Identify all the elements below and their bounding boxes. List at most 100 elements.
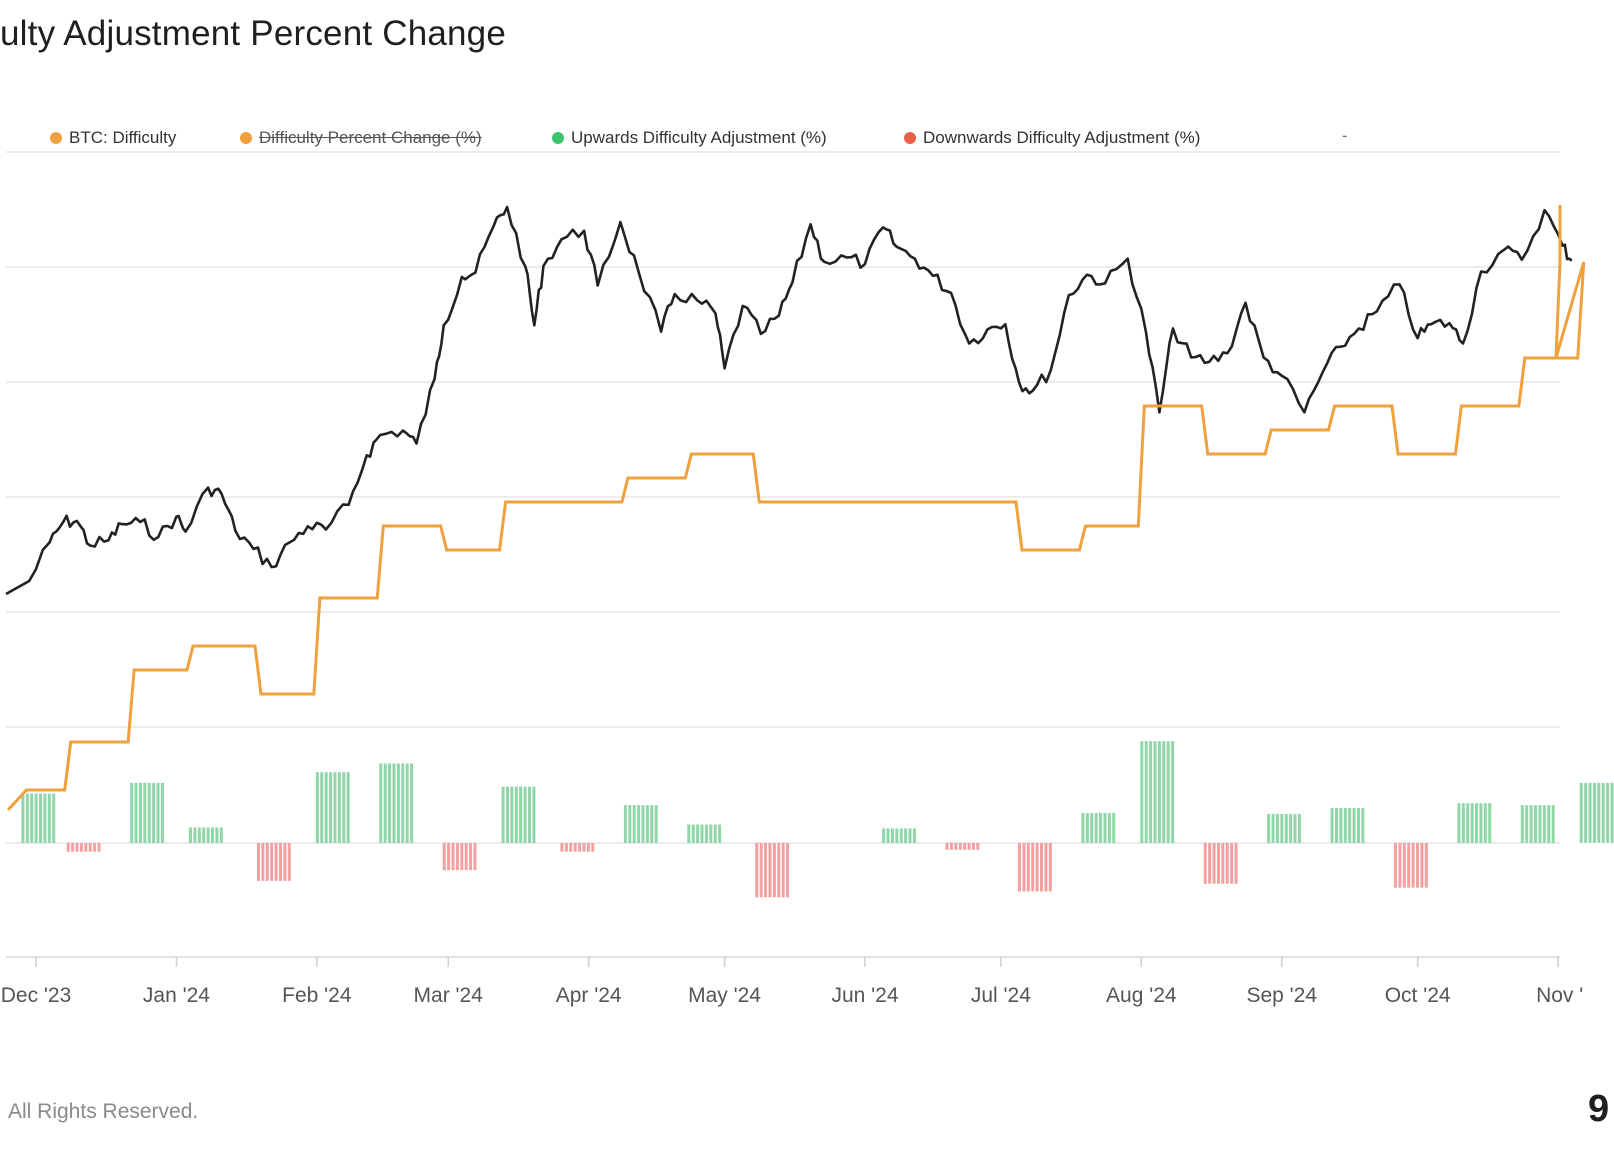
bar-stripe — [523, 786, 527, 843]
downward-adjustment-bar[interactable] — [1018, 843, 1052, 892]
downward-adjustment-bar[interactable] — [560, 843, 595, 852]
downward-adjustment-bar[interactable] — [755, 843, 790, 898]
bar-stripe — [93, 843, 97, 852]
bar-stripe — [47, 793, 51, 843]
bar-stripe — [388, 763, 392, 843]
upward-adjustment-bar[interactable] — [379, 763, 414, 843]
x-tick-label: Jun '24 — [831, 984, 898, 1007]
bar-stripe — [1212, 843, 1216, 884]
bar-stripe — [514, 786, 518, 843]
x-tick-label: Jul '24 — [971, 984, 1031, 1007]
bar-stripe — [197, 827, 201, 843]
bar-stripe — [1461, 803, 1465, 843]
bar-stripe — [976, 843, 980, 850]
downward-adjustment-bar[interactable] — [256, 843, 291, 881]
bar-stripe — [215, 827, 219, 843]
bar-stripe — [1140, 741, 1144, 843]
bar-stripe — [1018, 843, 1022, 892]
bar-stripe — [464, 843, 468, 871]
bar-stripe — [1588, 782, 1592, 843]
x-tick-label: Oct '24 — [1385, 984, 1451, 1007]
legend-item-downwards[interactable]: Downwards Difficulty Adjustment (%) — [904, 128, 1200, 148]
bar-stripe — [1031, 843, 1035, 892]
downward-adjustment-bar[interactable] — [442, 843, 477, 871]
bar-stripe — [501, 786, 505, 843]
x-tick-label: Apr '24 — [556, 984, 622, 1007]
bar-stripe — [1606, 782, 1610, 843]
upward-adjustment-bar[interactable] — [501, 786, 536, 843]
downward-adjustment-bar[interactable] — [1203, 843, 1238, 884]
upward-adjustment-bar[interactable] — [882, 828, 916, 843]
bar-stripe — [1470, 803, 1474, 843]
legend-item-upwards[interactable]: Upwards Difficulty Adjustment (%) — [552, 128, 827, 148]
bar-stripe — [1090, 812, 1094, 843]
bar-stripe — [777, 843, 781, 898]
bar-stripe — [134, 782, 138, 843]
bar-stripe — [211, 827, 215, 843]
bar-stripe — [261, 843, 265, 881]
bar-stripe — [270, 843, 274, 881]
downward-adjustment-bar[interactable] — [1394, 843, 1428, 888]
bar-stripe — [21, 793, 25, 843]
upward-adjustment-bar[interactable] — [130, 782, 164, 843]
upward-adjustment-bar[interactable] — [687, 824, 722, 843]
upward-adjustment-bar[interactable] — [1330, 808, 1365, 843]
legend-dot-icon — [50, 132, 62, 144]
upward-adjustment-bar[interactable] — [1579, 782, 1614, 843]
downward-adjustment-bar[interactable] — [66, 843, 101, 852]
bar-stripe — [265, 843, 269, 881]
bar-stripe — [1348, 808, 1352, 843]
bar-stripe — [1284, 813, 1288, 843]
upward-adjustment-bar[interactable] — [21, 793, 56, 843]
bar-stripe — [704, 824, 708, 843]
bar-stripe — [963, 843, 967, 850]
upward-adjustment-bar[interactable] — [315, 772, 350, 843]
bar-stripe — [202, 827, 206, 843]
bar-stripe — [1394, 843, 1397, 888]
bar-stripe — [287, 843, 291, 881]
bar-stripe — [1153, 741, 1157, 843]
upward-adjustment-bar[interactable] — [623, 805, 658, 843]
upward-adjustment-bar[interactable] — [1457, 803, 1492, 843]
bar-stripe — [43, 793, 47, 843]
bar-stripe — [1094, 812, 1098, 843]
bar-stripe — [532, 786, 536, 843]
bar-stripe — [1162, 741, 1166, 843]
bar-stripe — [1356, 808, 1360, 843]
bar-stripe — [283, 843, 287, 881]
bar-stripe — [1542, 805, 1546, 843]
upward-adjustment-bar[interactable] — [1140, 741, 1175, 843]
bar-stripe — [908, 828, 912, 843]
upward-adjustment-bar[interactable] — [1081, 812, 1116, 843]
bar-stripe — [1293, 813, 1297, 843]
bar-stripe — [1547, 805, 1551, 843]
legend-item-percent-change[interactable]: Difficulty Percent Change (%) — [240, 128, 482, 148]
bar-stripe — [52, 793, 56, 843]
bar-stripe — [1420, 843, 1424, 888]
bar-stripe — [1416, 843, 1419, 888]
bar-stripe — [455, 843, 459, 871]
legend-item-difficulty[interactable]: BTC: Difficulty — [50, 128, 176, 148]
bar-stripe — [34, 793, 38, 843]
downward-adjustment-bar[interactable] — [945, 843, 980, 850]
chart-title: ulty Adjustment Percent Change — [0, 14, 507, 53]
bar-stripe — [1529, 805, 1533, 843]
bar-stripe — [156, 782, 160, 843]
bar-stripe — [1601, 782, 1605, 843]
bar-stripe — [687, 824, 691, 843]
bar-stripe — [405, 763, 409, 843]
bar-stripe — [152, 782, 156, 843]
x-tick-label: Feb '24 — [282, 984, 352, 1007]
brand-logo: 9 — [1588, 1088, 1610, 1130]
bar-stripe — [1280, 813, 1284, 843]
upward-adjustment-bar[interactable] — [189, 827, 223, 843]
bar-stripe — [130, 782, 134, 843]
bar-stripe — [442, 843, 446, 871]
upward-adjustment-bar[interactable] — [1267, 813, 1301, 843]
bar-stripe — [1230, 843, 1234, 884]
bar-stripe — [383, 763, 387, 843]
x-tick-label: Sep '24 — [1246, 984, 1317, 1007]
bar-stripe — [1525, 805, 1529, 843]
upward-adjustment-bar[interactable] — [1520, 805, 1555, 843]
x-tick-label: Aug '24 — [1106, 984, 1177, 1007]
